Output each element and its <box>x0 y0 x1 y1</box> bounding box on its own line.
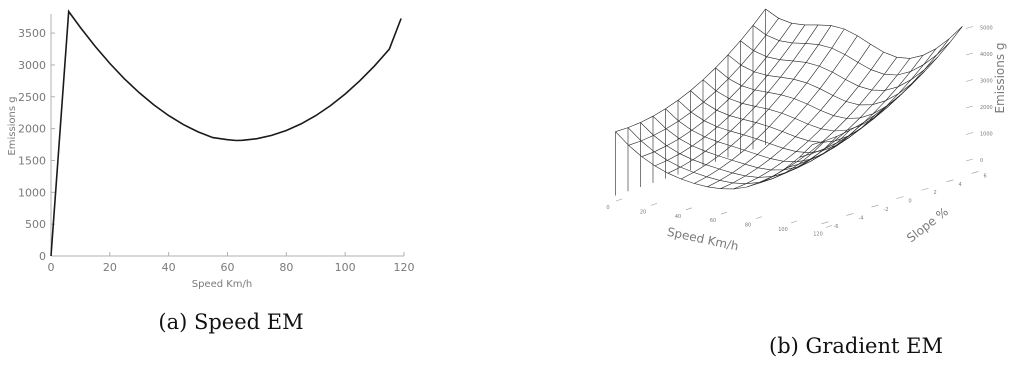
speed-em-y-tick-label: 2000 <box>18 123 46 136</box>
speed-em-y-tick-label: 3000 <box>18 59 46 72</box>
speed-em-x-axis-label: Speed Km/h <box>192 279 253 290</box>
gradient-em-y-tick <box>821 221 829 225</box>
speed-em-x-tick-label: 100 <box>335 261 356 274</box>
gradient-em-x-tick <box>615 198 623 202</box>
surface-gridline <box>707 35 858 188</box>
gradient-em-y-tick <box>921 187 929 191</box>
speed-em-x-tick-label: 120 <box>394 261 415 274</box>
gradient-em-y-tick <box>971 171 979 174</box>
surface-gridline <box>627 127 826 185</box>
gradient-em-y-tick-label: 4 <box>959 182 962 188</box>
gradient-em-x-tick-label: 40 <box>675 214 681 220</box>
surface-gridline <box>677 99 876 154</box>
surface-gridline <box>628 18 779 146</box>
gradient-em-x-tick-label: 0 <box>606 205 609 211</box>
surface-gridline <box>733 51 884 190</box>
surface-gridline <box>690 90 888 143</box>
speed-em-y-tick-label: 1500 <box>18 154 46 167</box>
surface-gridline <box>654 24 806 167</box>
gradient-em-x-axis-label: Speed Km/h <box>666 225 740 254</box>
gradient-em-y-tick <box>871 204 879 208</box>
gradient-em-axes: 020406080100120-6-4-20246010002000300040… <box>606 26 992 238</box>
surface-gridline <box>752 25 951 76</box>
speed-em-series-line <box>50 9 402 257</box>
surface-gridline <box>799 38 950 158</box>
surface-gridline <box>786 48 937 169</box>
surface-gridline <box>680 25 832 180</box>
surface-gridline <box>746 57 898 188</box>
surface-gridline <box>765 8 963 59</box>
gradient-em-y-tick <box>946 179 954 183</box>
gradient-em-z-tick <box>965 26 974 29</box>
speed-em-y-tick-label: 0 <box>39 250 46 263</box>
gradient-em-y-tick-label: -2 <box>884 207 889 213</box>
surface-gridline <box>740 40 938 91</box>
surface-gridline <box>640 122 838 178</box>
surface-gridline <box>727 54 926 106</box>
gradient-em-z-tick <box>965 132 974 135</box>
surface-gridline <box>694 28 845 184</box>
gradient-em-y-tick <box>896 196 904 199</box>
speed-em-axes <box>50 14 404 257</box>
surface-gridline <box>772 55 924 177</box>
gradient-em-x-tick-label: 100 <box>778 227 788 233</box>
gradient-em-z-axis-label: Emissions g <box>993 42 1007 113</box>
gradient-em-x-tick <box>650 203 658 206</box>
gradient-em-x-tick-label: 80 <box>745 223 751 229</box>
gradient-em-chart: 020406080100120-6-4-20246010002000300040… <box>606 8 1007 254</box>
gradient-em-y-tick-label: 2 <box>934 190 937 196</box>
gradient-em-y-tick <box>846 213 854 216</box>
caption-speed-em: (a) Speed EM <box>158 310 303 334</box>
speed-em-chart: 0 20 40 60 80 100 120 0 500 1000 1500 2000 2500 3000… <box>7 9 415 290</box>
gradient-em-x-tick <box>685 207 693 211</box>
speed-em-y-tick-label: 3500 <box>18 27 46 40</box>
surface-gridline <box>715 67 913 119</box>
gradient-em-z-tick-label: 3000 <box>980 79 993 85</box>
surface-gridline <box>720 44 871 189</box>
speed-em-x-ticks: 0 20 40 60 80 100 120 <box>48 252 415 274</box>
gradient-em-y-tick-label: -6 <box>834 224 839 230</box>
speed-em-x-tick-label: 60 <box>221 261 235 274</box>
speed-em-y-tick-label: 2500 <box>18 91 46 104</box>
surface-gridline <box>652 115 851 171</box>
gradient-em-z-tick-label: 2000 <box>980 105 993 111</box>
surface-gridline <box>641 23 793 157</box>
caption-gradient-em: (b) Gradient EM <box>769 334 943 358</box>
gradient-em-x-tick <box>790 220 798 224</box>
gradient-em-surface <box>615 8 963 196</box>
gradient-em-z-tick <box>965 79 974 82</box>
gradient-em-y-axis-label: Slope % <box>904 204 951 245</box>
speed-em-x-tick-label: 40 <box>162 261 176 274</box>
gradient-em-x-tick <box>720 211 728 215</box>
speed-em-x-tick-label: 20 <box>103 261 117 274</box>
gradient-em-z-tick-label: 4000 <box>980 52 993 58</box>
gradient-em-z-tick-label: 1000 <box>980 132 993 138</box>
gradient-em-z-tick <box>965 52 974 56</box>
gradient-em-x-tick-label: 20 <box>640 209 646 215</box>
gradient-em-x-tick <box>755 216 763 219</box>
gradient-em-z-tick <box>965 158 974 162</box>
speed-em-y-tick-label: 500 <box>25 218 46 231</box>
surface-gridline <box>812 26 963 145</box>
gradient-em-x-tick-label: 60 <box>710 218 716 224</box>
gradient-em-x-tick-label: 120 <box>813 231 823 237</box>
gradient-em-y-tick-label: 0 <box>909 199 912 205</box>
surface-gridline <box>702 79 901 132</box>
gradient-em-x-tick <box>825 225 833 228</box>
gradient-em-z-tick-label: 5000 <box>980 26 993 32</box>
speed-em-y-tick-label: 1000 <box>18 186 46 199</box>
speed-em-x-tick-label: 0 <box>48 261 55 274</box>
surface-gridline <box>759 58 911 184</box>
gradient-em-y-tick-label: -4 <box>859 215 864 221</box>
speed-em-y-ticks: 0 500 1000 1500 2000 2500 3000 3500 <box>18 27 55 263</box>
speed-em-x-tick-label: 80 <box>279 261 293 274</box>
gradient-em-z-tick <box>965 105 974 109</box>
speed-em-y-axis-label: Emissions g <box>7 96 18 155</box>
gradient-em-y-tick-label: 6 <box>984 173 987 179</box>
gradient-em-z-tick-label: 0 <box>980 158 983 164</box>
surface-gridline <box>667 24 819 174</box>
